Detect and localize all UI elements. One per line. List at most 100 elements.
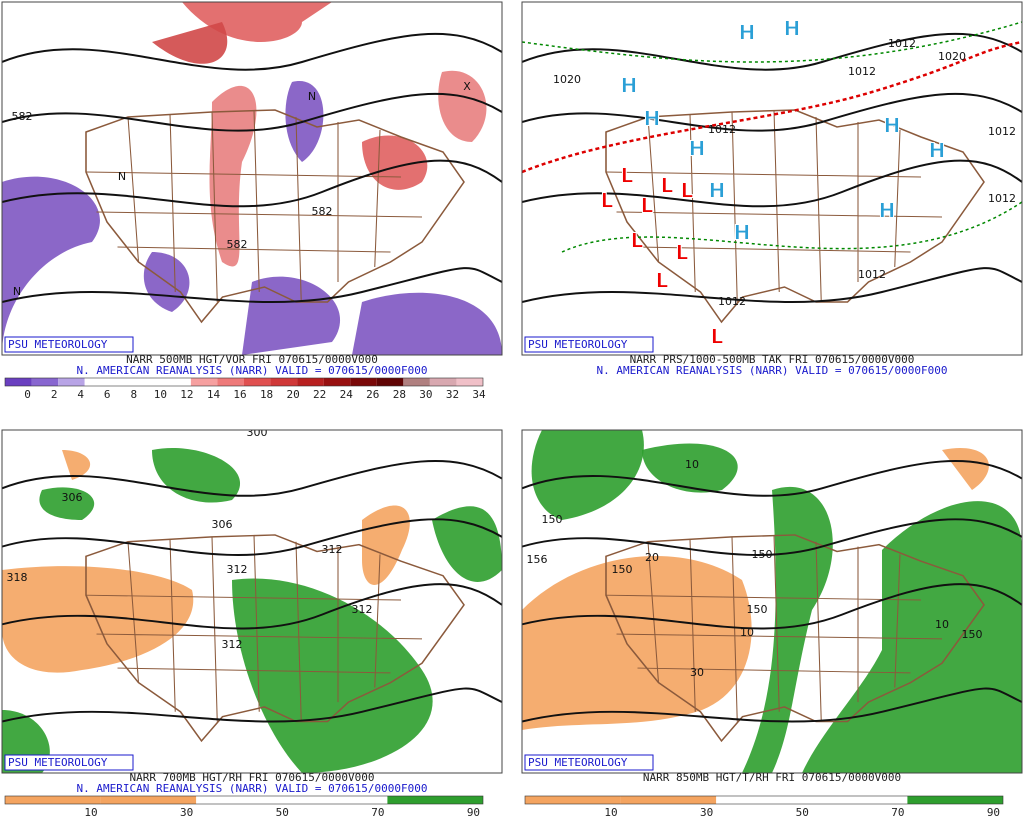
pressure-center: H — [879, 199, 896, 223]
shading — [62, 450, 91, 480]
map: 300 306 306 312 312 312 318 312 — [2, 426, 502, 773]
colorbar-swatch — [350, 378, 377, 386]
colorbar-swatch — [403, 378, 430, 386]
panel-frame — [521, 1, 1023, 356]
state-borders — [605, 109, 943, 303]
shading — [942, 448, 989, 490]
colorbar-swatch — [5, 796, 101, 804]
colorbar-label: 50 — [276, 806, 289, 819]
map: 582 582 582 N N N X — [2, 2, 502, 355]
contour-label: 30 — [690, 666, 704, 679]
colorbar-label: 50 — [796, 806, 809, 819]
colorbar-label: 12 — [180, 388, 193, 401]
colorbar-swatch — [620, 796, 717, 804]
contour-label: N — [118, 170, 126, 183]
colorbar-swatch — [456, 378, 483, 386]
pressure-center: L — [711, 325, 724, 349]
map-bg — [522, 2, 1022, 355]
contour-label: 150 — [962, 628, 983, 641]
colorbar-label: 28 — [393, 388, 406, 401]
colorbar-label: 90 — [467, 806, 480, 819]
pressure-center: H — [739, 21, 756, 45]
colorbar-swatch — [137, 378, 165, 386]
contour-label: 150 — [612, 563, 633, 576]
state-borders — [85, 534, 423, 722]
colorbar-label: 8 — [130, 388, 137, 401]
colorbar-swatch — [907, 796, 1003, 804]
thickness-contour — [522, 21, 1022, 253]
contour-label: 1012 — [718, 295, 746, 308]
contour-label: 1012 — [988, 192, 1016, 205]
contour-label: 300 — [247, 426, 268, 439]
contour-label: N — [308, 90, 316, 103]
shading — [2, 176, 100, 355]
branding: PSU METEOROLOGY — [8, 756, 108, 769]
contour — [522, 32, 1022, 71]
contour-label: 312 — [222, 638, 243, 651]
contour — [522, 159, 1022, 208]
pressure-center: H — [709, 179, 726, 203]
colorbar-label: 4 — [77, 388, 84, 401]
colorbar-swatch — [323, 378, 351, 386]
contour — [2, 92, 502, 132]
contour — [2, 267, 502, 303]
colorbar-swatch — [244, 378, 271, 386]
contour-label: 1012 — [708, 123, 736, 136]
map-panel: 300 306 306 312 312 312 318 312 PSU METEOROLOGY N… — [1, 426, 503, 819]
colorbar-swatch — [387, 796, 483, 804]
contour-label: 306 — [62, 491, 83, 504]
colorbar-label: 26 — [366, 388, 379, 401]
contour — [522, 583, 1022, 630]
pressure-center: L — [681, 179, 694, 203]
colorbar-label: 22 — [313, 388, 326, 401]
contour-label: X — [463, 80, 471, 93]
pressure-center: H — [884, 114, 901, 138]
colorbar-label: 32 — [446, 388, 459, 401]
shading — [438, 70, 487, 142]
shading — [242, 276, 341, 355]
contour — [2, 687, 502, 723]
shading — [432, 506, 502, 582]
colorbar-label: 30 — [180, 806, 193, 819]
map-panel: 582 582 582 N N N X PSU METEOROLOGY NARR 500MB H… — [1, 1, 503, 401]
colorbar-label: 10 — [84, 806, 97, 819]
colorbar-frame — [4, 795, 484, 805]
contour — [522, 267, 1022, 303]
colorbar-swatch — [190, 378, 218, 386]
colorbar-swatch — [716, 796, 812, 804]
map: 150 156 150 150 150 150 10 20 30 10 10 — [522, 430, 1022, 773]
colorbar-swatch — [291, 796, 388, 804]
colorbar-frame — [524, 795, 1004, 805]
contour-label: 10 — [935, 618, 949, 631]
contour-label: 150 — [542, 513, 563, 526]
panel-title: NARR PRS/1000-500MB TAK FRI 070615/0000V… — [630, 353, 915, 366]
contour — [522, 687, 1022, 723]
contour — [2, 518, 502, 556]
pressure-center: L — [676, 241, 689, 265]
colorbar-label: 70 — [371, 806, 384, 819]
colorbar-swatch — [376, 378, 404, 386]
contour-label: 156 — [527, 553, 548, 566]
state-borders — [605, 534, 943, 722]
contour-label: 1020 — [553, 73, 581, 86]
contour-label: 20 — [645, 551, 659, 564]
branding-box — [4, 754, 134, 771]
colorbar-swatch — [811, 796, 908, 804]
colorbar-label: 24 — [340, 388, 354, 401]
pressure-center: H — [644, 107, 661, 131]
colorbar-label: 16 — [233, 388, 246, 401]
shading — [642, 443, 738, 493]
branding-box — [4, 336, 134, 353]
shading — [362, 505, 410, 585]
shading — [39, 487, 95, 520]
branding: PSU METEOROLOGY — [528, 756, 628, 769]
contour-label: 582 — [312, 205, 333, 218]
colorbar-label: 10 — [604, 806, 617, 819]
contour-label: 312 — [352, 603, 373, 616]
panel-frame — [521, 429, 1023, 774]
map-panel: 150 156 150 150 150 150 10 20 30 10 10 PSU METEOROL… — [521, 429, 1023, 819]
branding-box — [524, 336, 654, 353]
